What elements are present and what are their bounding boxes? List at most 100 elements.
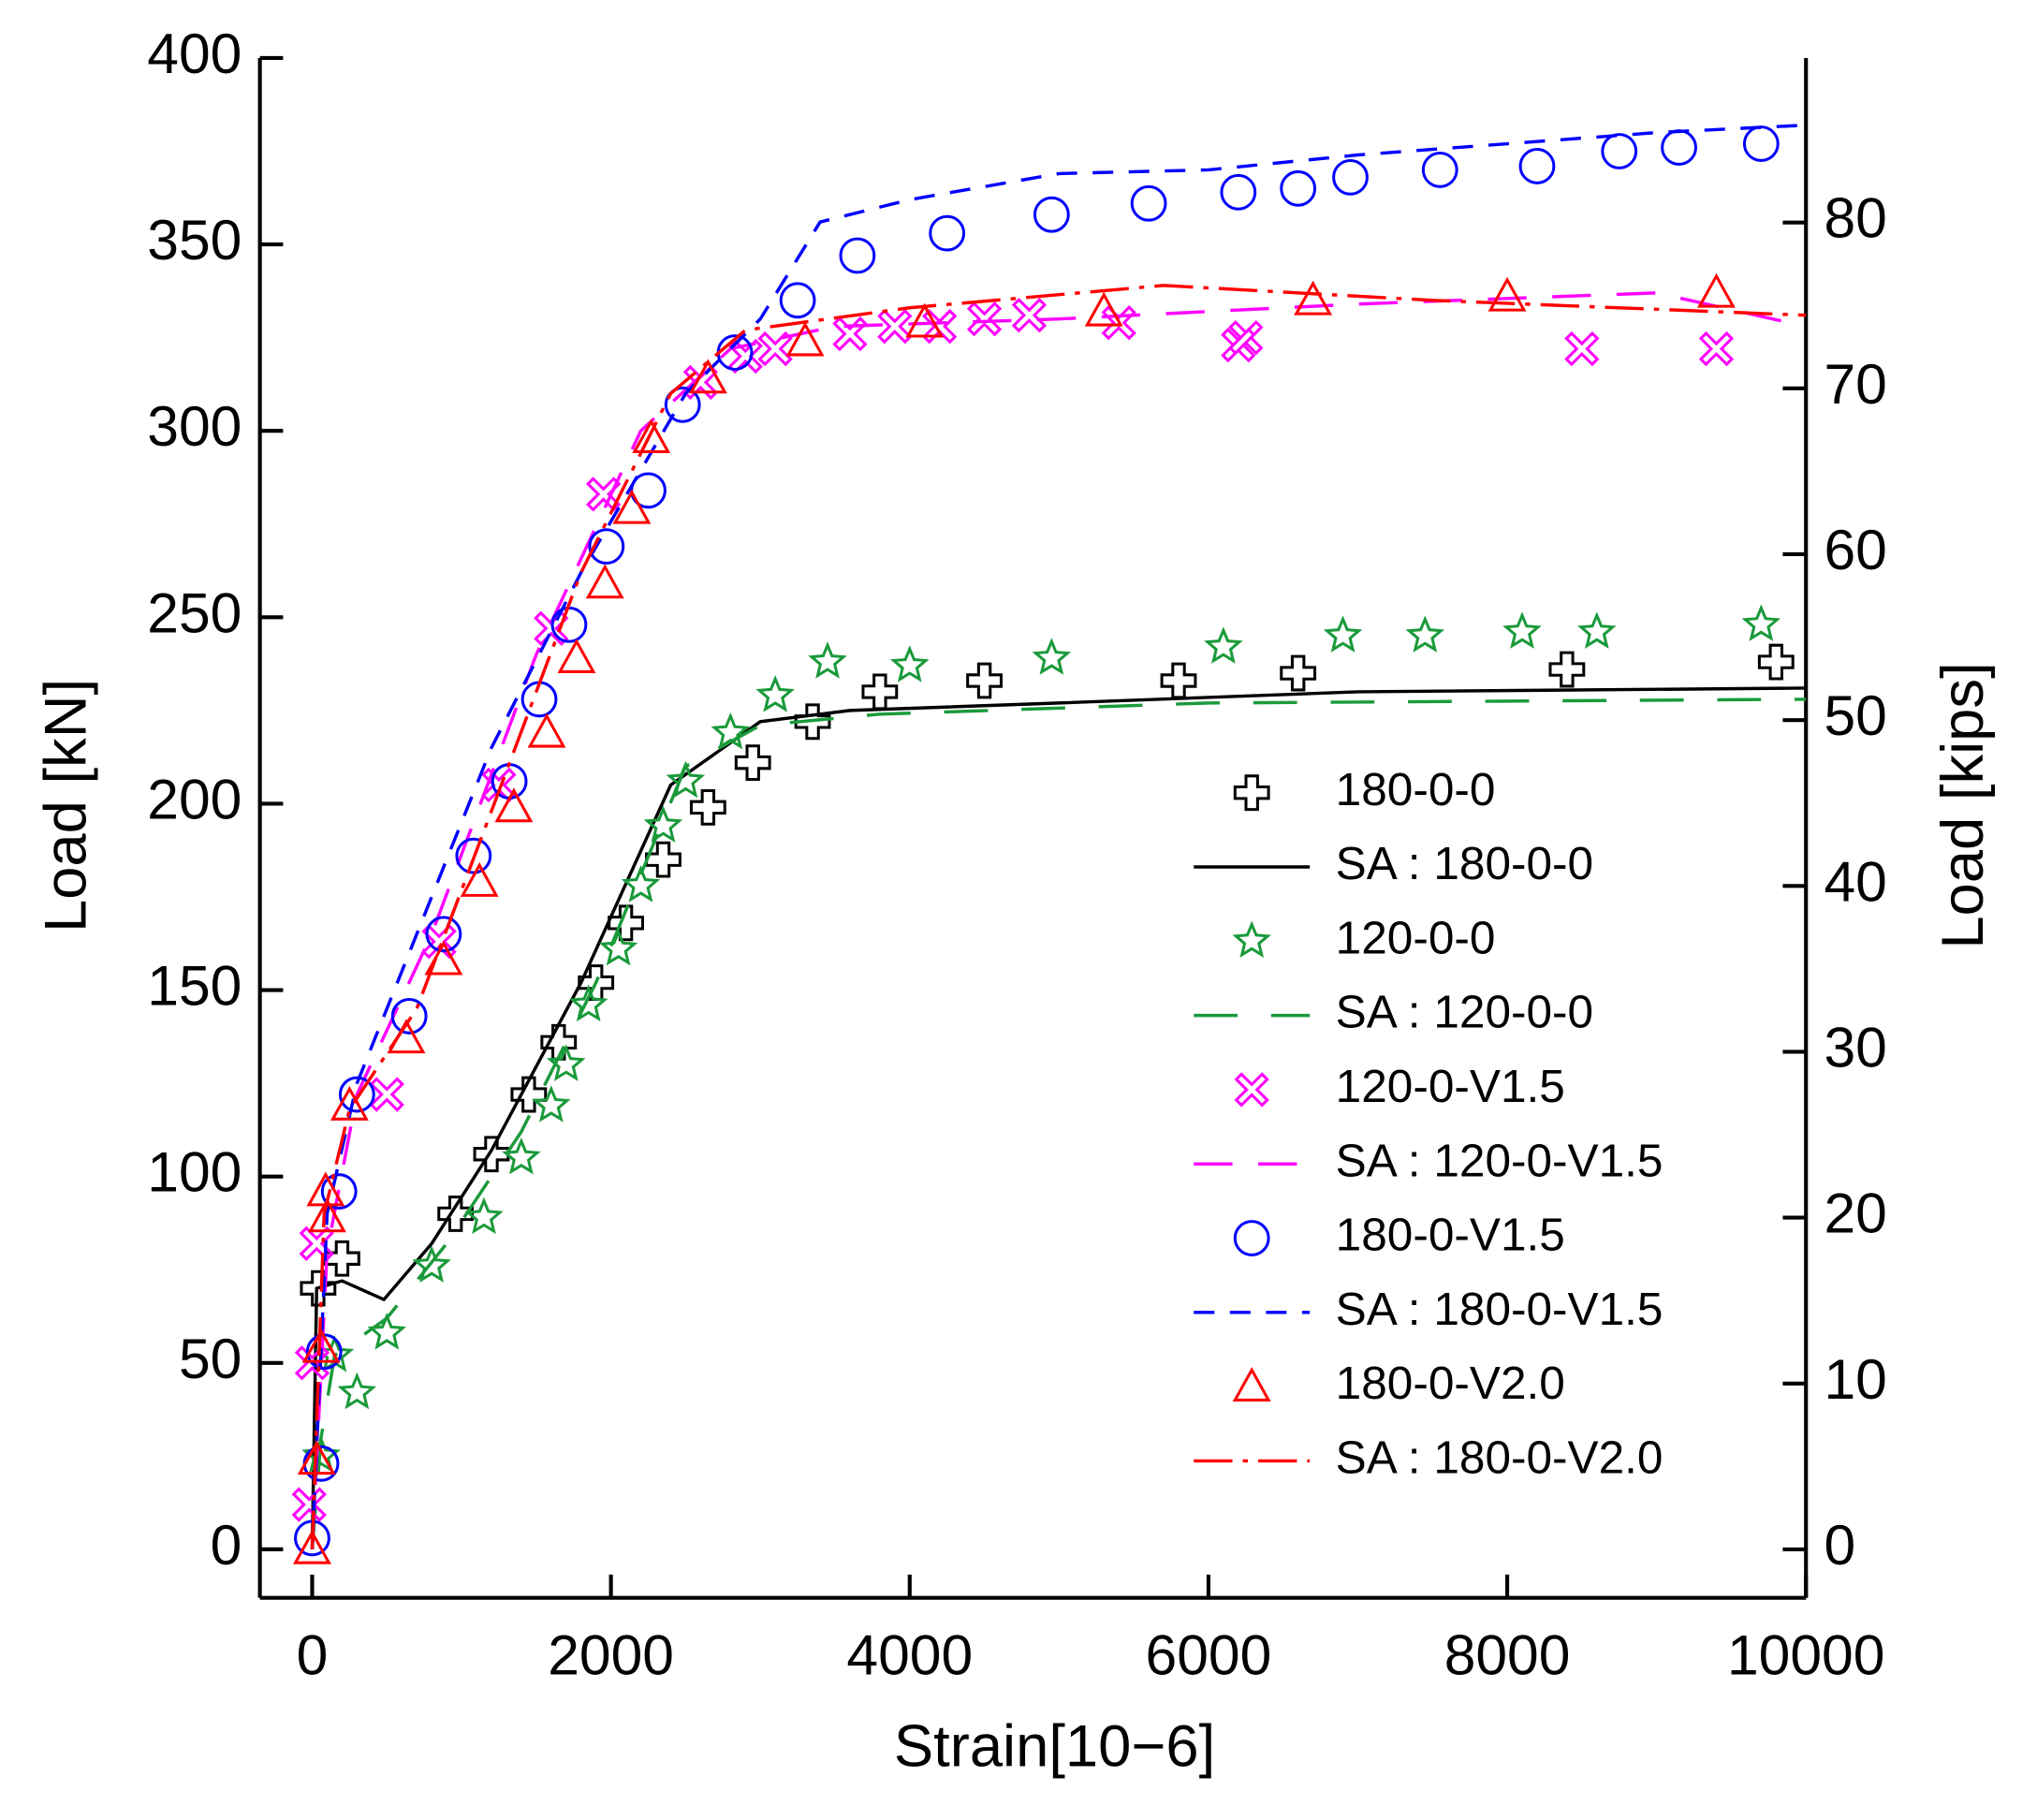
marker <box>437 1196 475 1232</box>
marker <box>689 788 726 826</box>
marker <box>1204 626 1243 664</box>
marker <box>367 1313 407 1350</box>
marker <box>889 645 930 682</box>
y-tick-label: 400 <box>147 22 242 85</box>
marker <box>1228 319 1264 356</box>
marker <box>568 984 608 1022</box>
marker <box>861 673 899 711</box>
marker <box>929 214 966 252</box>
marker <box>1220 173 1257 211</box>
y2-tick-label: 30 <box>1824 1015 1886 1079</box>
legend-label: 120-0-V1.5 <box>1336 1060 1565 1112</box>
marker <box>734 744 771 782</box>
marker <box>455 837 492 874</box>
marker <box>1011 298 1048 333</box>
marker <box>645 841 681 878</box>
marker <box>473 1136 510 1173</box>
marker <box>966 301 1003 337</box>
marker <box>1601 133 1638 169</box>
legend-label: SA : 180-0-V1.5 <box>1336 1283 1663 1335</box>
marker <box>390 997 428 1035</box>
marker <box>1548 651 1586 688</box>
marker <box>1698 330 1735 367</box>
legend-label: 120-0-0 <box>1336 911 1496 963</box>
marker <box>550 606 588 643</box>
marker <box>297 1440 336 1475</box>
marker <box>1564 330 1600 367</box>
marker <box>1323 615 1363 653</box>
marker <box>1280 169 1317 207</box>
y2-axis-label: Load [kips] <box>1930 662 1996 948</box>
marker <box>1233 774 1270 812</box>
series <box>301 604 1781 1473</box>
marker <box>612 489 652 524</box>
marker <box>1421 152 1458 188</box>
marker <box>494 787 534 823</box>
y-tick-label: 250 <box>147 580 242 644</box>
marker <box>464 1196 504 1235</box>
marker <box>839 237 876 274</box>
marker <box>1577 611 1617 649</box>
series <box>310 686 1807 1549</box>
marker <box>1033 196 1070 233</box>
marker <box>1742 125 1780 162</box>
line <box>310 284 1807 1549</box>
marker <box>1294 280 1333 316</box>
marker <box>877 309 913 345</box>
y-tick-label: 200 <box>147 767 242 830</box>
x-tick-label: 2000 <box>548 1623 674 1687</box>
marker <box>1696 272 1736 308</box>
y-tick-label: 350 <box>147 208 242 272</box>
marker <box>337 1372 377 1410</box>
x-tick-label: 0 <box>297 1623 329 1687</box>
marker <box>727 338 763 374</box>
marker <box>293 1529 331 1564</box>
y-tick-label: 300 <box>147 394 242 458</box>
marker <box>301 1328 341 1363</box>
marker <box>460 862 499 897</box>
marker <box>291 1487 327 1522</box>
x-tick-label: 4000 <box>846 1623 973 1687</box>
marker <box>527 712 566 748</box>
line <box>310 123 1807 1549</box>
y2-tick-label: 20 <box>1824 1182 1886 1245</box>
line <box>310 291 1807 1549</box>
marker <box>1234 1072 1269 1108</box>
marker <box>1502 611 1542 649</box>
y-tick-label: 150 <box>147 954 242 1018</box>
marker <box>510 1076 548 1113</box>
marker <box>688 359 727 394</box>
marker <box>1518 148 1556 184</box>
line <box>310 697 1807 1550</box>
marker <box>1130 184 1167 222</box>
y2-tick-label: 40 <box>1824 849 1886 913</box>
marker <box>755 675 795 712</box>
marker <box>1232 1367 1271 1402</box>
marker <box>1405 615 1445 653</box>
marker <box>1232 920 1271 958</box>
series <box>294 125 1780 1557</box>
marker <box>1661 129 1697 166</box>
y-tick-label: 0 <box>211 1513 242 1577</box>
marker <box>532 1085 571 1123</box>
y-tick-label: 50 <box>179 1327 242 1390</box>
marker <box>323 1240 360 1277</box>
marker <box>666 760 706 799</box>
series <box>310 284 1807 1549</box>
marker <box>1332 158 1369 196</box>
marker <box>1487 276 1527 312</box>
marker <box>664 386 701 423</box>
series <box>300 643 1795 1307</box>
marker <box>425 916 462 953</box>
y2-tick-label: 70 <box>1824 352 1886 416</box>
series <box>291 298 1735 1522</box>
marker <box>320 1173 358 1210</box>
marker <box>338 1076 375 1113</box>
legend-label: SA : 120-0-V1.5 <box>1336 1134 1663 1186</box>
y2-tick-label: 0 <box>1824 1513 1855 1577</box>
y2-tick-label: 60 <box>1824 518 1886 581</box>
marker <box>598 928 638 966</box>
legend-label: SA : 180-0-0 <box>1336 837 1593 889</box>
x-tick-label: 10000 <box>1727 1623 1884 1687</box>
x-axis-label: Strain[10−6] <box>894 1713 1215 1779</box>
